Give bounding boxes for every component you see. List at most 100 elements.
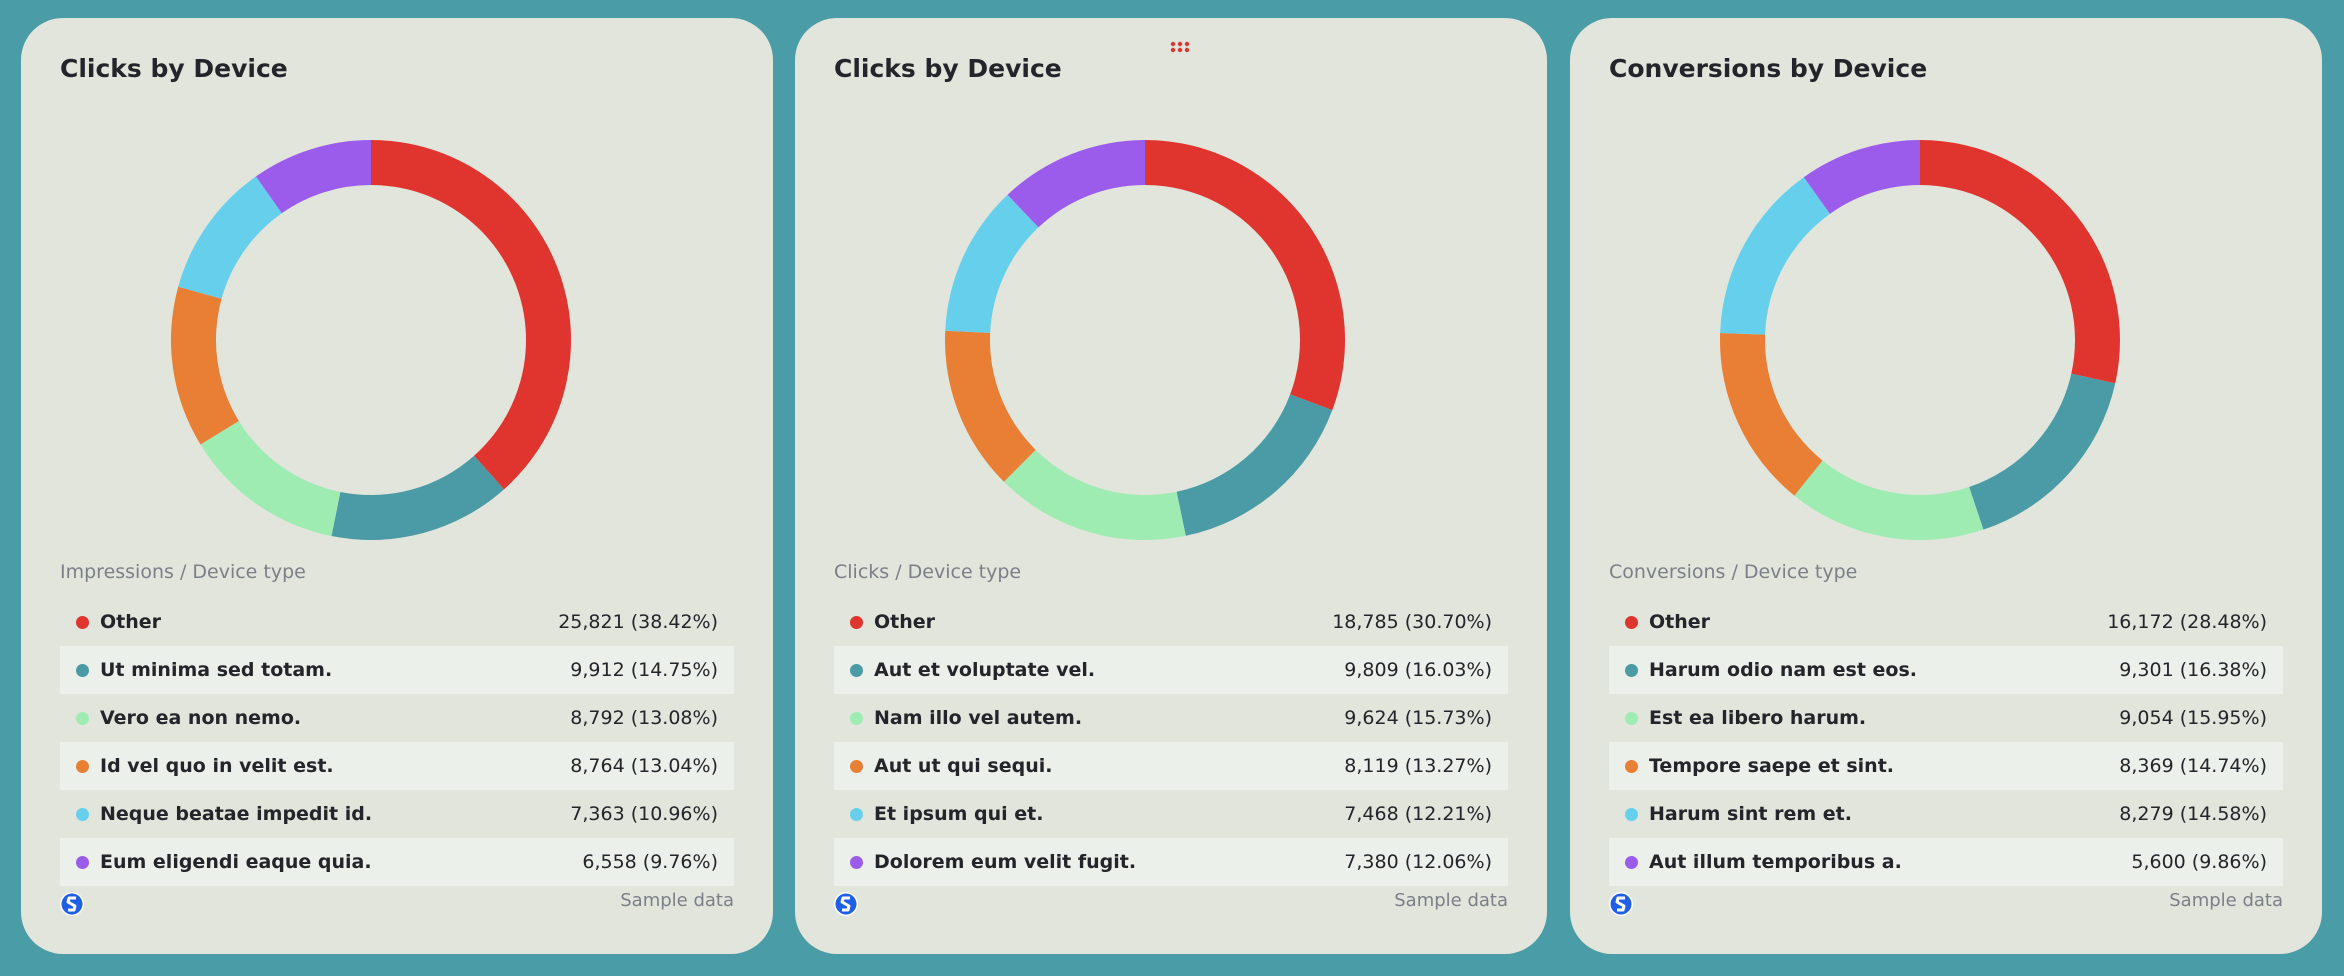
legend-row[interactable]: Other 25,821 (38.42%) [60,598,734,646]
legend-row[interactable]: Nam illo vel autem. 9,624 (15.73%) [834,694,1508,742]
legend-value: 7,468 (12.21%) [1344,803,1492,825]
legend-dot [76,615,89,629]
legend-label: Aut ut qui sequi. [874,755,1053,777]
legend-label: Aut et voluptate vel. [874,659,1096,681]
legend-value: 16,172 (28.48%) [2107,611,2267,633]
legend-label: Dolorem eum velit fugit. [874,851,1137,873]
donut-slice[interactable] [331,455,505,540]
legend-dot [1625,807,1638,821]
legend-label: Eum eligendi eaque quia. [100,851,372,873]
donut-slice[interactable] [1176,394,1333,536]
legend-value: 9,624 (15.73%) [1344,707,1492,729]
legend-dot [850,807,863,821]
donut-slice[interactable] [1794,460,1984,540]
legend-dot [850,615,863,629]
chart-subtitle: Conversions / Device type [1609,561,1858,583]
brand-logo-icon [1609,892,1633,916]
legend-label: Et ipsum qui et. [874,803,1044,825]
legend-dot [1625,711,1638,725]
donut-slice[interactable] [1720,177,1830,335]
donut-slice[interactable] [178,176,282,299]
legend-label: Aut illum temporibus a. [1649,851,1902,873]
donut-slice[interactable] [1145,140,1345,411]
drag-handle-icon[interactable] [1170,41,1190,53]
legend-row[interactable]: Vero ea non nemo. 8,792 (13.08%) [60,694,734,742]
donut-slice[interactable] [1720,333,1823,496]
legend-dot [1625,855,1638,869]
legend-value: 8,369 (14.74%) [2119,755,2267,777]
legend: Other 18,785 (30.70%) Aut et voluptate v… [834,598,1508,886]
legend-label: Other [100,611,162,633]
donut-slice[interactable] [200,421,341,537]
chart-subtitle: Impressions / Device type [60,561,306,583]
donut-slice[interactable] [255,140,371,214]
legend-label: Other [874,611,936,633]
legend-row[interactable]: Other 16,172 (28.48%) [1609,598,2283,646]
donut-slice[interactable] [371,140,571,490]
donut-slice[interactable] [171,286,239,445]
legend-row[interactable]: Harum odio nam est eos. 9,301 (16.38%) [1609,646,2283,694]
legend-dot [1625,615,1638,629]
legend-value: 9,912 (14.75%) [570,659,718,681]
legend-value: 9,809 (16.03%) [1344,659,1492,681]
legend-value: 8,764 (13.04%) [570,755,718,777]
sample-data-label: Sample data [620,890,734,911]
legend-label: Other [1649,611,1711,633]
legend-value: 9,301 (16.38%) [2119,659,2267,681]
donut-slice[interactable] [945,330,1036,482]
legend-label: Harum sint rem et. [1649,803,1852,825]
legend-row[interactable]: Id vel quo in velit est. 8,764 (13.04%) [60,742,734,790]
legend-dot [850,663,863,677]
legend-label: Id vel quo in velit est. [100,755,334,777]
legend-label: Harum odio nam est eos. [1649,659,1917,681]
legend-label: Vero ea non nemo. [100,707,302,729]
legend-dot [76,759,89,773]
legend-value: 7,363 (10.96%) [570,803,718,825]
legend-row[interactable]: Et ipsum qui et. 7,468 (12.21%) [834,790,1508,838]
brand-logo-icon [834,892,858,916]
legend-value: 9,054 (15.95%) [2119,707,2267,729]
donut-slice[interactable] [1007,140,1145,228]
legend-row[interactable]: Aut illum temporibus a. 5,600 (9.86%) [1609,838,2283,886]
donut-slice[interactable] [1803,140,1920,214]
legend-dot [76,807,89,821]
legend-value: 8,792 (13.08%) [570,707,718,729]
donut-chart [171,140,571,540]
legend-row[interactable]: Neque beatae impedit id. 7,363 (10.96%) [60,790,734,838]
legend-row[interactable]: Tempore saepe et sint. 8,369 (14.74%) [1609,742,2283,790]
legend-value: 8,279 (14.58%) [2119,803,2267,825]
legend-dot [850,711,863,725]
legend-value: 8,119 (13.27%) [1344,755,1492,777]
sample-data-label: Sample data [1394,890,1508,911]
donut-chart [945,140,1345,540]
legend-row[interactable]: Aut et voluptate vel. 9,809 (16.03%) [834,646,1508,694]
legend-row[interactable]: Eum eligendi eaque quia. 6,558 (9.76%) [60,838,734,886]
donut-chart [1720,140,2120,540]
legend-row[interactable]: Est ea libero harum. 9,054 (15.95%) [1609,694,2283,742]
legend-label: Neque beatae impedit id. [100,803,373,825]
card-title: Conversions by Device [1609,54,1928,83]
legend-dot [76,711,89,725]
donut-slice[interactable] [1003,449,1186,540]
sample-data-label: Sample data [2169,890,2283,911]
card-title: Clicks by Device [834,54,1062,83]
legend-row[interactable]: Dolorem eum velit fugit. 7,380 (12.06%) [834,838,1508,886]
legend-row[interactable]: Harum sint rem et. 8,279 (14.58%) [1609,790,2283,838]
chart-card: Clicks by Device Impressions / Device typ… [21,18,773,954]
legend-row[interactable]: Ut minima sed totam. 9,912 (14.75%) [60,646,734,694]
legend-row[interactable]: Aut ut qui sequi. 8,119 (13.27%) [834,742,1508,790]
legend-dot [76,663,89,677]
donut-slice[interactable] [945,194,1039,333]
legend-label: Est ea libero harum. [1649,707,1867,729]
donut-slice[interactable] [1920,140,2120,384]
legend-value: 18,785 (30.70%) [1332,611,1492,633]
legend-value: 5,600 (9.86%) [2131,851,2267,873]
donut-slice[interactable] [1969,373,2116,530]
legend-dot [76,855,89,869]
legend-row[interactable]: Other 18,785 (30.70%) [834,598,1508,646]
brand-logo-icon [60,892,84,916]
legend-label: Tempore saepe et sint. [1649,755,1894,777]
legend-value: 25,821 (38.42%) [558,611,718,633]
legend: Other 25,821 (38.42%) Ut minima sed tota… [60,598,734,886]
legend-label: Nam illo vel autem. [874,707,1083,729]
